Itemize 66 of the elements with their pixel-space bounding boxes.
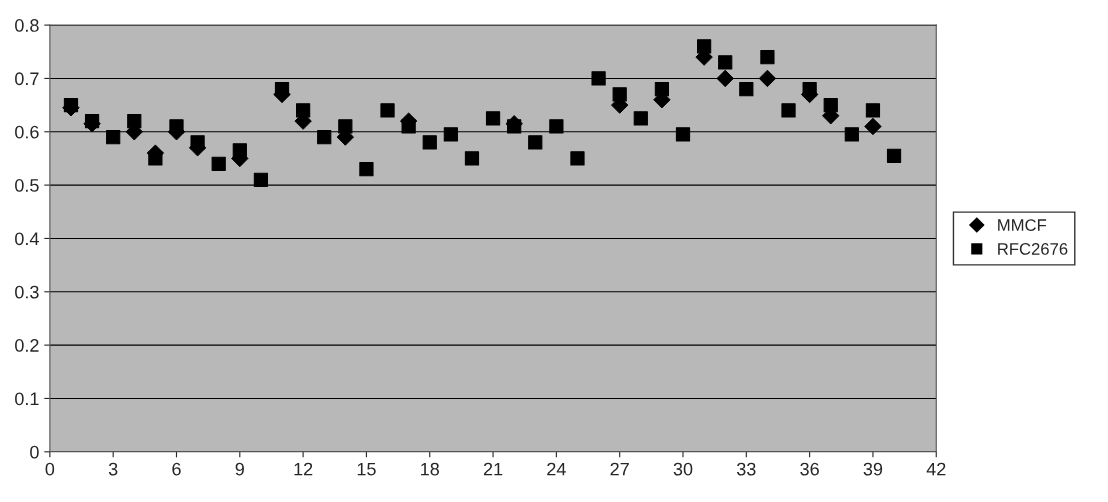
y-tick-label: 0.6: [15, 125, 39, 139]
point: [253, 172, 269, 187]
point: [317, 129, 332, 145]
point: [675, 127, 691, 142]
point: [127, 113, 142, 129]
x-tick-label: 30: [673, 462, 693, 476]
point: [148, 151, 163, 166]
point: [63, 97, 79, 113]
x-tick-label: 9: [235, 462, 244, 476]
legend-label: RFC2676: [998, 243, 1068, 255]
point: [443, 127, 458, 142]
point: [718, 55, 733, 70]
legend-label: MMCF: [998, 219, 1047, 231]
point: [485, 111, 501, 126]
point: [654, 81, 670, 97]
point: [274, 81, 290, 97]
x-tick-label: 15: [357, 462, 376, 476]
point: [612, 87, 627, 102]
point: [802, 81, 817, 97]
x-tick-label: 39: [863, 462, 883, 476]
point: [844, 127, 859, 142]
y-tick-label: 0: [30, 445, 39, 459]
point: [549, 119, 564, 134]
point: [211, 156, 226, 171]
point: [190, 135, 205, 150]
x-tick-label: 33: [736, 462, 756, 476]
point: [591, 71, 606, 86]
point: [380, 103, 395, 118]
x-tick-label: 6: [172, 462, 181, 476]
x-tick-label: 12: [294, 462, 313, 476]
x-tick-label: 0: [45, 462, 55, 476]
point: [296, 103, 311, 118]
y-tick-label: 0.5: [15, 179, 39, 192]
point: [696, 39, 712, 54]
x-tick-label: 3: [108, 462, 118, 476]
x-tick-label: 36: [800, 462, 819, 476]
y-tick-label: 0.8: [15, 19, 39, 32]
y-tick-label: 0.1: [15, 392, 39, 406]
point: [464, 151, 480, 166]
point: [739, 81, 754, 97]
point: [359, 161, 374, 177]
x-tick-label: 24: [547, 462, 566, 476]
point: [570, 151, 585, 166]
point: [401, 119, 416, 134]
point: [760, 49, 775, 65]
y-tick-label: 0.4: [15, 232, 39, 246]
point: [507, 119, 522, 134]
x-tick-label: 18: [421, 462, 439, 476]
point: [169, 119, 184, 134]
point: [886, 148, 902, 163]
point: [106, 129, 121, 145]
y-tick-label: 0.3: [15, 285, 39, 299]
point: [232, 143, 247, 158]
point: [781, 103, 796, 118]
point: [422, 135, 437, 150]
point: [84, 113, 100, 129]
point: [338, 119, 353, 134]
x-tick-label: 27: [610, 462, 629, 476]
point: [823, 97, 838, 113]
x-tick-label: 42: [926, 462, 946, 476]
point: [633, 111, 648, 126]
y-tick-label: 0.2: [15, 339, 39, 352]
point: [865, 103, 881, 118]
point: [528, 135, 543, 150]
x-tick-label: 21: [483, 462, 503, 476]
y-tick-label: 0.7: [15, 72, 39, 86]
